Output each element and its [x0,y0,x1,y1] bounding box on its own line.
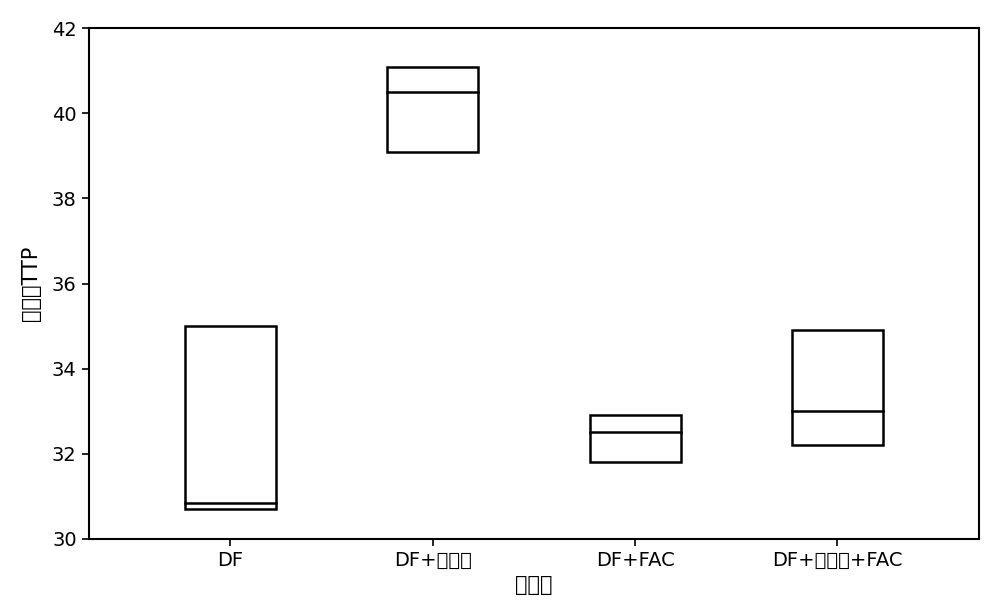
Bar [792,330,883,445]
X-axis label: 培养基: 培养基 [515,575,553,595]
Bar [590,415,681,462]
Y-axis label: 稀释液TTP: 稀释液TTP [21,246,41,322]
Bar [387,67,478,152]
Bar [185,326,276,509]
